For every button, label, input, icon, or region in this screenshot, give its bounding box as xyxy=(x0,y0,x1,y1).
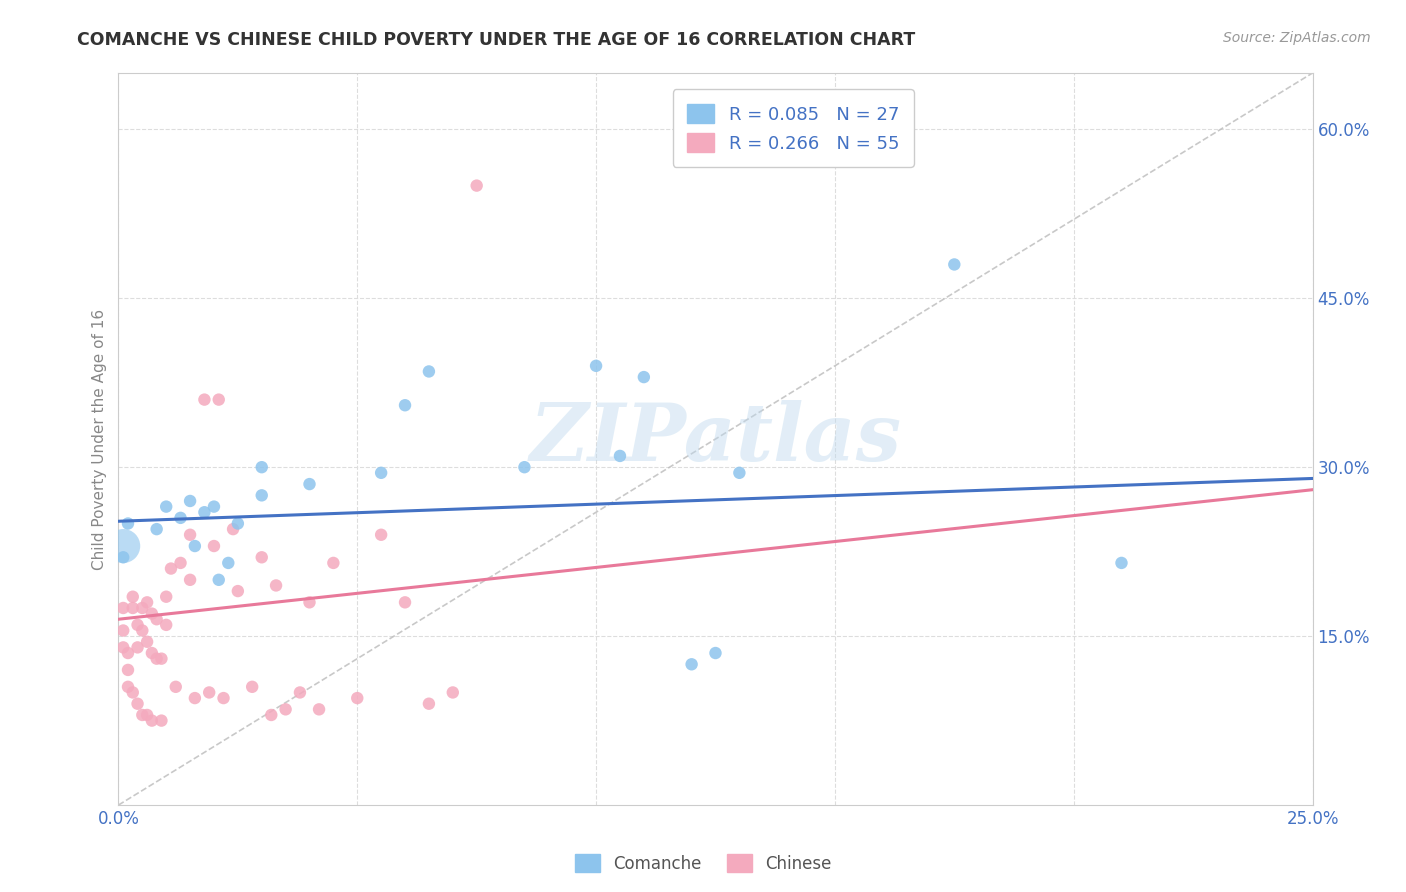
Point xyxy=(112,624,135,638)
Point xyxy=(226,584,249,599)
Point xyxy=(274,702,297,716)
Point xyxy=(145,612,167,626)
Point xyxy=(117,516,139,531)
Point xyxy=(131,601,153,615)
Point xyxy=(264,578,287,592)
Text: Source: ZipAtlas.com: Source: ZipAtlas.com xyxy=(1223,31,1371,45)
Point xyxy=(217,556,239,570)
Legend: Comanche, Chinese: Comanche, Chinese xyxy=(568,847,838,880)
Text: ZIPatlas: ZIPatlas xyxy=(530,401,901,478)
Point xyxy=(155,590,177,604)
Point xyxy=(226,516,249,531)
Point xyxy=(179,494,201,508)
Point xyxy=(728,466,751,480)
Point xyxy=(131,624,153,638)
Point xyxy=(943,257,966,271)
Point xyxy=(441,685,464,699)
Point xyxy=(169,511,191,525)
Point xyxy=(394,398,416,412)
Point xyxy=(179,573,201,587)
Point xyxy=(165,680,187,694)
Point xyxy=(212,691,235,706)
Point xyxy=(202,500,225,514)
Point xyxy=(112,601,135,615)
Point xyxy=(346,691,368,706)
Point xyxy=(298,595,321,609)
Point xyxy=(150,651,173,665)
Point xyxy=(250,550,273,565)
Point xyxy=(121,590,143,604)
Point xyxy=(240,680,263,694)
Point xyxy=(681,657,703,672)
Point xyxy=(184,691,207,706)
Point xyxy=(193,505,215,519)
Point xyxy=(418,364,440,378)
Point xyxy=(112,640,135,655)
Text: COMANCHE VS CHINESE CHILD POVERTY UNDER THE AGE OF 16 CORRELATION CHART: COMANCHE VS CHINESE CHILD POVERTY UNDER … xyxy=(77,31,915,49)
Point xyxy=(117,663,139,677)
Point xyxy=(169,556,191,570)
Point xyxy=(145,522,167,536)
Point xyxy=(1111,556,1133,570)
Point xyxy=(150,714,173,728)
Point xyxy=(121,685,143,699)
Point xyxy=(179,528,201,542)
Point xyxy=(127,618,149,632)
Y-axis label: Child Poverty Under the Age of 16: Child Poverty Under the Age of 16 xyxy=(93,309,107,570)
Point xyxy=(136,595,159,609)
Point xyxy=(513,460,536,475)
Point xyxy=(117,680,139,694)
Point xyxy=(633,370,655,384)
Point xyxy=(288,685,311,699)
Point xyxy=(155,618,177,632)
Point xyxy=(370,466,392,480)
Point xyxy=(112,550,135,565)
Point xyxy=(136,634,159,648)
Point xyxy=(308,702,330,716)
Point xyxy=(298,477,321,491)
Point xyxy=(585,359,607,373)
Point xyxy=(394,595,416,609)
Point xyxy=(250,460,273,475)
Legend: R = 0.085   N = 27, R = 0.266   N = 55: R = 0.085 N = 27, R = 0.266 N = 55 xyxy=(672,89,914,167)
Point xyxy=(208,392,231,407)
Point xyxy=(198,685,221,699)
Point xyxy=(465,178,488,193)
Point xyxy=(609,449,631,463)
Point xyxy=(704,646,727,660)
Point xyxy=(418,697,440,711)
Point xyxy=(141,607,163,621)
Point xyxy=(136,708,159,723)
Point xyxy=(202,539,225,553)
Point xyxy=(131,708,153,723)
Point xyxy=(208,573,231,587)
Point xyxy=(121,601,143,615)
Point xyxy=(193,392,215,407)
Point xyxy=(160,561,183,575)
Point xyxy=(370,528,392,542)
Point xyxy=(184,539,207,553)
Point xyxy=(260,708,283,723)
Point xyxy=(127,697,149,711)
Point xyxy=(112,539,135,553)
Point xyxy=(141,646,163,660)
Point xyxy=(250,488,273,502)
Point xyxy=(117,646,139,660)
Point xyxy=(222,522,245,536)
Point xyxy=(141,714,163,728)
Point xyxy=(127,640,149,655)
Point xyxy=(322,556,344,570)
Point xyxy=(155,500,177,514)
Point xyxy=(145,651,167,665)
